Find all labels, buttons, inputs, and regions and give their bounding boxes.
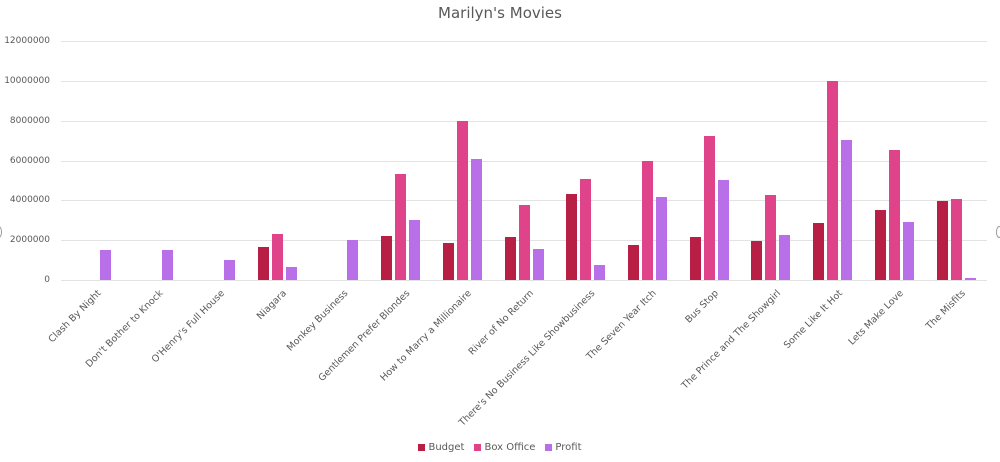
gridline: [61, 121, 987, 122]
gridline: [61, 200, 987, 201]
bar-box-office[interactable]: [518, 204, 530, 280]
gridline: [61, 280, 987, 281]
bar-profit[interactable]: [162, 250, 174, 280]
bar-budget[interactable]: [442, 243, 454, 280]
gridline: [61, 81, 987, 82]
bar-profit[interactable]: [964, 278, 976, 280]
bar-profit[interactable]: [902, 222, 914, 280]
x-tick-label: River of No Return: [466, 288, 537, 358]
x-tick-label: Lets Make Love: [846, 288, 907, 348]
chart-title: Marilyn's Movies: [438, 4, 562, 22]
bar-budget[interactable]: [504, 237, 516, 280]
bar-box-office[interactable]: [765, 194, 777, 280]
bar-box-office[interactable]: [703, 135, 715, 280]
gridline: [61, 41, 987, 42]
bar-box-office[interactable]: [827, 80, 839, 280]
bar-budget[interactable]: [257, 247, 269, 280]
legend-swatch-budget: [418, 444, 426, 451]
y-tick-label: 4000000: [9, 195, 50, 206]
legend-item-budget: Budget: [418, 442, 464, 453]
bar-box-office[interactable]: [271, 234, 283, 280]
x-tick-label: The Prince and The Showgirl: [679, 288, 784, 392]
bar-box-office[interactable]: [888, 150, 900, 280]
bar-budget[interactable]: [936, 200, 948, 280]
y-tick-label: 6000000: [9, 155, 50, 166]
bar-profit[interactable]: [655, 197, 667, 280]
x-tick-label: Some Like It Hot: [781, 288, 845, 352]
legend-label: Budget: [428, 442, 465, 453]
legend-label: Box Office: [484, 442, 536, 453]
legend-swatch-profit: [545, 444, 553, 451]
bar-budget[interactable]: [874, 209, 886, 280]
x-tick-label: Monkey Business: [284, 288, 351, 354]
bar-box-office[interactable]: [395, 174, 407, 280]
y-tick-label: 0: [44, 275, 50, 285]
bar-budget[interactable]: [813, 222, 825, 280]
y-tick-label: 12000000: [4, 36, 50, 46]
bar-profit[interactable]: [470, 159, 482, 280]
bar-profit[interactable]: [223, 260, 235, 280]
bar-profit[interactable]: [409, 220, 421, 280]
legend-label: Profit: [555, 442, 582, 453]
legend-swatch-box-office: [474, 444, 482, 451]
bar-budget[interactable]: [689, 237, 701, 280]
gridline: [61, 161, 987, 162]
bar-box-office[interactable]: [950, 198, 962, 280]
x-tick-label: The Misfits: [924, 288, 969, 332]
y-tick-label: 10000000: [4, 75, 50, 86]
right-resize-handle-icon[interactable]: [996, 226, 1000, 238]
bar-profit[interactable]: [841, 139, 853, 280]
x-tick-label: The Seven Year Itch: [584, 288, 660, 363]
bar-profit[interactable]: [717, 179, 729, 280]
bar-budget[interactable]: [751, 240, 763, 280]
bar-profit[interactable]: [285, 267, 297, 280]
x-tick-label: O'Henry's Full House: [150, 288, 228, 366]
bar-budget[interactable]: [381, 236, 393, 280]
bar-box-office[interactable]: [641, 161, 653, 280]
bar-profit[interactable]: [347, 240, 359, 280]
x-tick-label: Bus Stop: [683, 288, 722, 326]
bar-budget[interactable]: [627, 244, 639, 280]
legend-item-box-office: Box Office: [474, 442, 535, 453]
x-tick-label: Clash By Night: [46, 288, 104, 346]
bar-budget[interactable]: [566, 193, 578, 280]
x-tick-label: There's No Business Like Showbusiness: [456, 288, 598, 429]
legend-item-profit: Profit: [545, 442, 582, 453]
bar-box-office[interactable]: [456, 120, 468, 280]
y-tick-label: 8000000: [9, 115, 50, 126]
bar-profit[interactable]: [779, 234, 791, 280]
y-tick-label: 2000000: [9, 235, 50, 246]
x-tick-label: Niagara: [254, 288, 289, 323]
bar-profit[interactable]: [532, 248, 544, 280]
bar-profit[interactable]: [594, 265, 606, 280]
bar-profit[interactable]: [100, 250, 112, 280]
bar-box-office[interactable]: [580, 178, 592, 280]
legend: Budget Box Office Profit: [0, 442, 1000, 453]
